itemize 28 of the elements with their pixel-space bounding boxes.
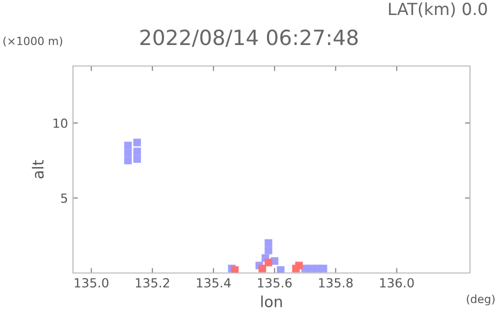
point — [320, 264, 328, 272]
point — [264, 239, 272, 247]
x-tick-label: 135.8 — [319, 278, 353, 288]
point — [124, 156, 132, 164]
point — [276, 266, 284, 273]
x-tick-label: 135.6 — [258, 278, 292, 288]
point — [133, 148, 141, 156]
point — [133, 138, 141, 146]
y-tick-label: 5 — [61, 194, 68, 203]
point — [295, 262, 303, 270]
x-axis-title: lon — [261, 296, 282, 308]
x-tick-label: 135.4 — [196, 278, 231, 288]
point — [264, 246, 272, 254]
text: (deg) — [466, 294, 495, 306]
point — [133, 155, 141, 163]
point — [258, 264, 266, 272]
point — [124, 149, 132, 157]
text: (×1000 m) — [3, 36, 62, 46]
y-axis-title: alt — [32, 160, 44, 178]
chart-subtitle: LAT(km) 0.0 — [389, 2, 487, 18]
x-tick-label: 136.0 — [380, 278, 414, 288]
x-tick-label: 135.0 — [74, 278, 108, 288]
x-tick-label: 135.2 — [136, 278, 170, 288]
point — [124, 142, 132, 150]
chart-title: 2022/08/14 06:27:48 — [140, 30, 358, 47]
y-tick-label: 10 — [54, 118, 68, 128]
point — [231, 266, 239, 273]
point — [264, 258, 272, 266]
